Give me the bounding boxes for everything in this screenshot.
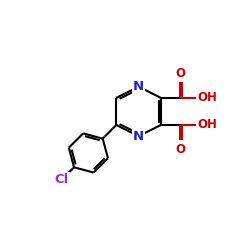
Text: OH: OH [197,91,217,104]
Text: OH: OH [197,118,217,132]
Text: O: O [176,67,186,80]
Text: Cl: Cl [55,173,69,186]
Text: N: N [133,130,144,142]
Text: O: O [176,143,186,156]
Text: N: N [133,80,144,93]
